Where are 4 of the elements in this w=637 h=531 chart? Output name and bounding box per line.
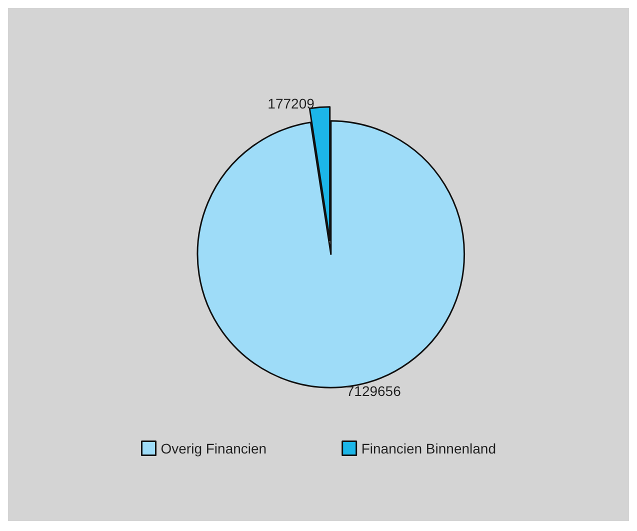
legend-label: Overig Financien [160, 440, 267, 456]
data-label: 7129656 [346, 383, 402, 400]
data-label: 177209 [268, 95, 315, 112]
legend-label: Financien Binnenland [361, 440, 496, 456]
